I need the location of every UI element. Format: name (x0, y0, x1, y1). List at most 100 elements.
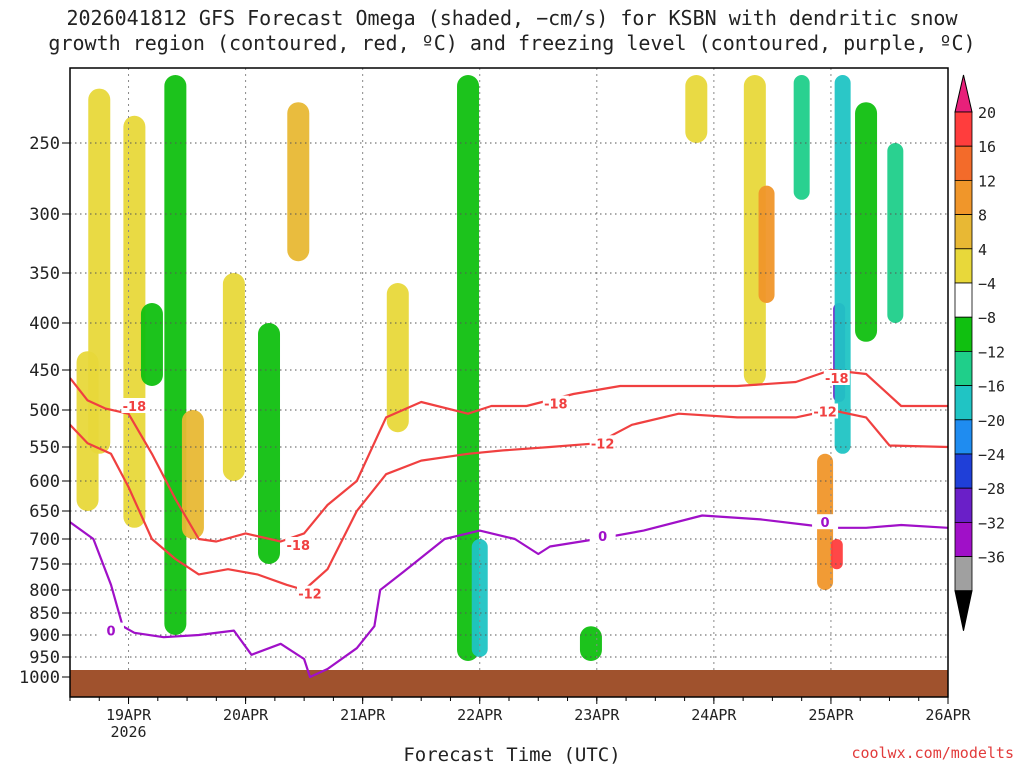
y-tick-label-300: 300 (29, 205, 60, 225)
contour-lines (70, 368, 948, 679)
contour-label-9: 0 (821, 516, 830, 531)
x-tick-label-25: 25APR (808, 706, 854, 724)
y-tick-label-400: 400 (29, 314, 60, 334)
omega-shading (76, 75, 904, 661)
x-tick-label-21: 21APR (340, 706, 386, 724)
credit-text: coolwx.com/modelts (851, 744, 1014, 762)
colorbar-segment-2 (954, 179, 973, 215)
colorbar-label-9: −20 (978, 412, 1005, 430)
y-tick-label-850: 850 (29, 604, 60, 624)
y-tick-label-500: 500 (29, 401, 60, 421)
x-tick-label-20: 20APR (223, 706, 269, 724)
omega-area-16 (793, 75, 810, 200)
y-tick-label-250: 250 (29, 134, 60, 154)
y-tick-label-600: 600 (29, 472, 60, 492)
x-tick-label-19: 19APR (106, 706, 152, 724)
colorbar-segment-0 (954, 111, 973, 147)
contour-label-4: -12 (298, 588, 322, 603)
contour-label-bg-6 (812, 403, 839, 419)
omega-area-14 (743, 75, 766, 386)
omega-area-7 (258, 323, 281, 564)
colorbar-label-3: 8 (978, 207, 987, 225)
contour-line-0 (70, 514, 948, 679)
x-tick-label-23: 23APR (574, 706, 620, 724)
colorbar-label-1: 16 (978, 138, 996, 156)
contour-label-bg-8 (589, 528, 616, 544)
contour-label-bg-0 (121, 398, 148, 413)
colorbar-label-7: −12 (978, 343, 1005, 361)
y-tick-label-750: 750 (29, 555, 60, 575)
colorbar-label-6: −8 (978, 309, 996, 327)
contour-label-3: -18 (825, 372, 849, 387)
contour-label-bg-2 (542, 395, 569, 411)
contour-label-0: -18 (123, 400, 147, 415)
contour-labels: -18 -18 -18 -18 -12 -12 -12 0 0 0 (97, 370, 850, 640)
colorbar-label-5: −4 (978, 275, 996, 293)
omega-area-9 (386, 283, 409, 433)
omega-area-21 (855, 102, 878, 342)
contour-label-bg-9 (812, 514, 839, 530)
x-axis-label: Forecast Time (UTC) (403, 744, 621, 766)
colorbar-label-0: 20 (978, 104, 996, 122)
contour-line--18 (70, 368, 948, 543)
colorbar-segment-13 (954, 556, 973, 592)
omega-area-3 (140, 303, 163, 386)
colorbar-label-8: −16 (978, 378, 1005, 396)
omega-area-15 (758, 185, 775, 303)
omega-area-20 (834, 75, 851, 454)
contour-label-6: -12 (813, 405, 837, 420)
contour-label-bg-7 (97, 622, 124, 638)
colorbar-label-13: −36 (978, 549, 1005, 567)
colorbar-segment-5 (954, 282, 973, 318)
colorbar-top-cap (954, 74, 973, 113)
colorbar-segment-10 (954, 453, 973, 489)
grid-lines (70, 68, 949, 697)
contour-label-7: 0 (106, 625, 115, 640)
colorbar-segment-6 (954, 316, 973, 352)
ground-strip (70, 670, 948, 697)
x-tick-sublabel-19: 2026 (110, 723, 146, 741)
contour-label-bg-5 (589, 435, 616, 451)
colorbar: 20 16 12 8 4 −4 −8 −12 −16 −20 −24 −28 −32 −36 (954, 74, 1005, 631)
x-tick-label-24: 24APR (691, 706, 737, 724)
x-tick-label-26: 26APR (925, 706, 971, 724)
y-tick-label-650: 650 (29, 502, 60, 522)
plot-frame (69, 67, 949, 698)
y-tick-label-450: 450 (29, 361, 60, 381)
colorbar-bottom-cap (954, 590, 973, 631)
colorbar-segment-7 (954, 350, 973, 386)
colorbar-label-2: 12 (978, 172, 996, 190)
contour-line--12 (70, 408, 948, 592)
y-tick-label-350: 350 (29, 264, 60, 284)
y-tick-label-900: 900 (29, 626, 60, 646)
contour-label-1: -18 (287, 539, 311, 554)
y-tick-label-700: 700 (29, 530, 60, 550)
contour-label-bg-3 (823, 370, 850, 385)
y-tick-label-950: 950 (29, 648, 60, 668)
colorbar-label-10: −24 (978, 446, 1005, 464)
omega-area-22 (887, 143, 904, 323)
omega-area-13 (685, 75, 708, 143)
omega-area-18 (830, 539, 843, 570)
colorbar-segment-3 (954, 214, 973, 250)
colorbar-label-12: −32 (978, 514, 1005, 532)
colorbar-segment-12 (954, 522, 973, 558)
y-tick-label-550: 550 (29, 438, 60, 458)
y-tick-label-800: 800 (29, 581, 60, 601)
colorbar-segment-4 (954, 248, 973, 284)
colorbar-segment-8 (954, 385, 973, 421)
chart-title: 2026041812 GFS Forecast Omega (shaded, −… (0, 6, 1024, 56)
omega-area-1 (88, 88, 111, 454)
contour-label-bg-4 (296, 585, 323, 601)
colorbar-segment-11 (954, 487, 973, 523)
omega-area-8 (287, 102, 310, 262)
contour-label-2: -18 (544, 398, 568, 413)
x-tick-label-22: 22APR (457, 706, 503, 724)
contour-label-5: -12 (591, 437, 615, 452)
omega-area-5 (181, 410, 204, 539)
omega-area-10 (457, 75, 480, 661)
y-axis: 2503003504004505005506006507007508008509… (19, 134, 70, 688)
colorbar-label-4: 4 (978, 241, 987, 259)
